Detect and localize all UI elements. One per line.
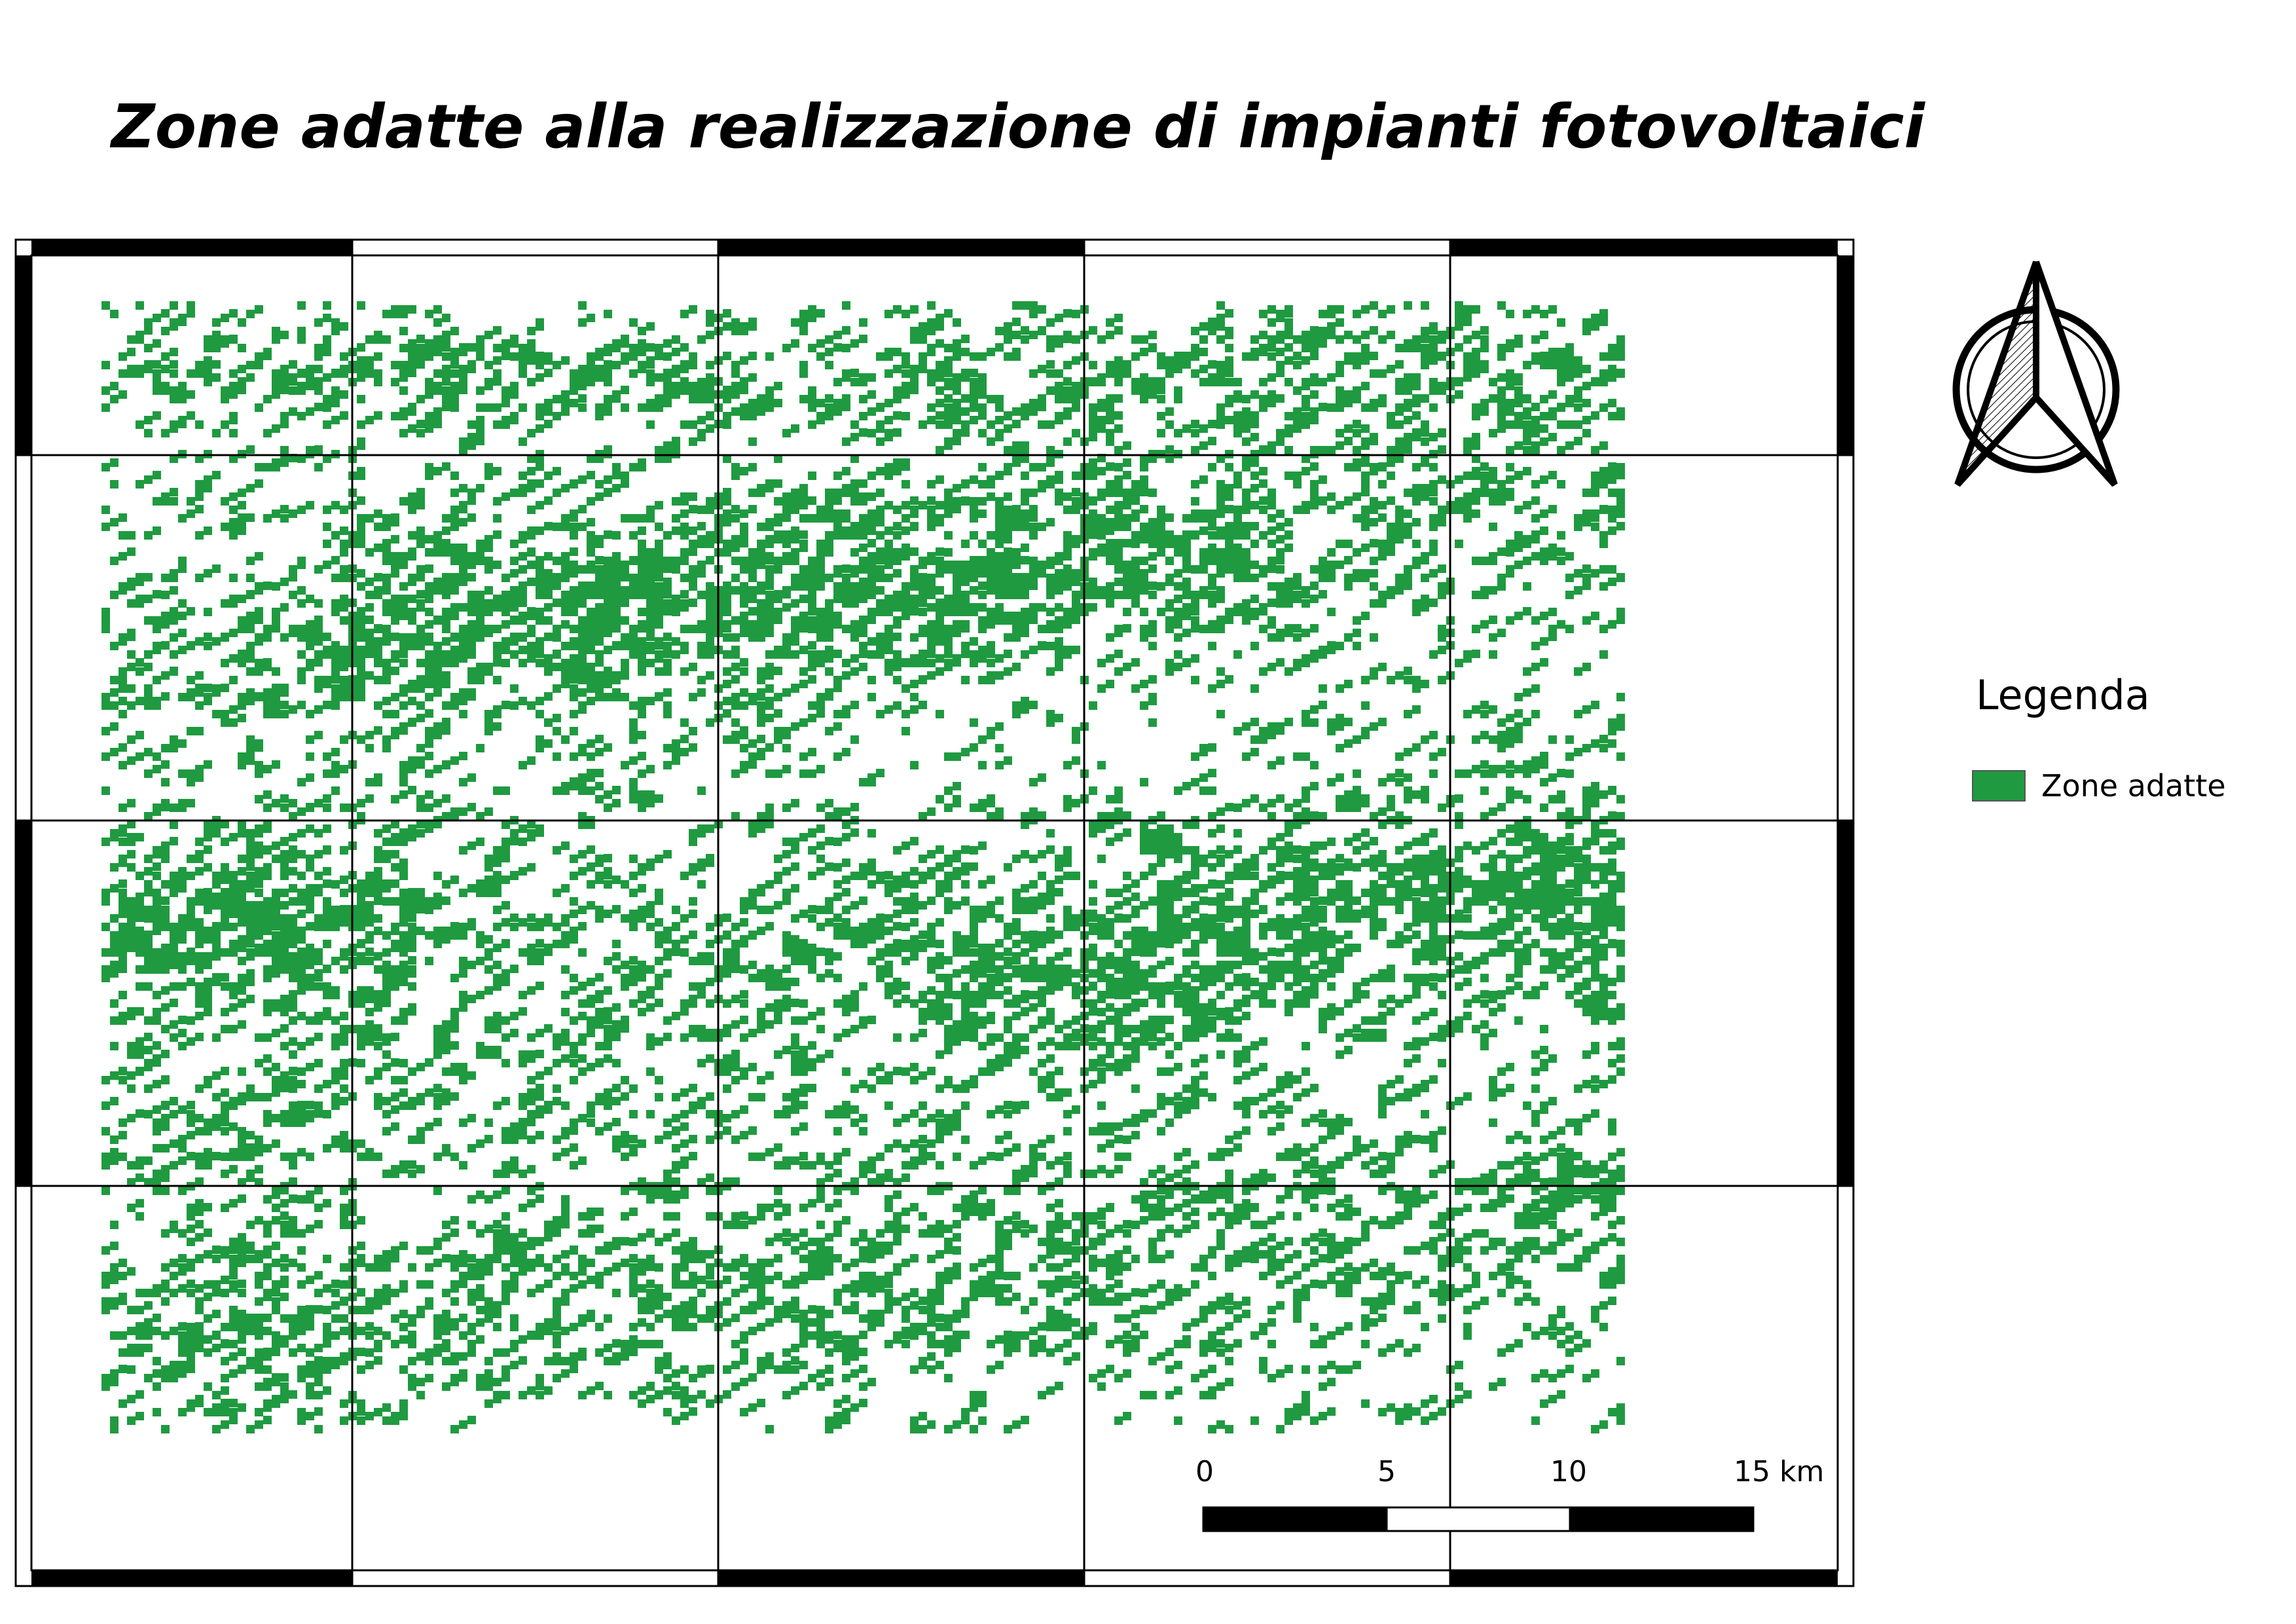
scale-bar-segment [1202,1506,1388,1532]
frame-segment [16,821,31,1186]
frame-segment [718,240,1084,255]
frame-segment [1838,255,1853,455]
scale-label-0: 0 [1195,1455,1214,1488]
map-title: Zone adatte alla realizzazione di impian… [111,92,1925,162]
frame-segment [31,1570,352,1586]
scale-bar [1202,1506,1755,1532]
frame-segment [718,1570,1084,1586]
frame-segment [1838,821,1853,1186]
frame-segment [31,240,352,255]
frame-segment [1450,240,1838,255]
suitable-zones-layer [101,301,1625,1433]
scale-bar-segment [1385,1506,1571,1532]
frame-segment [1450,1570,1838,1586]
scale-label-10: 10 [1550,1455,1587,1488]
scale-label-5: 5 [1377,1455,1396,1488]
map-border [14,238,1855,1587]
map-grid [16,240,1853,1586]
scale-bar-segment [1569,1506,1755,1532]
legend-item-zone-adatte: Zone adatte [1972,767,2226,804]
suitable-zone-cells [101,301,1625,1433]
north-arrow-icon [1952,261,2120,487]
frame-segment [16,255,31,455]
legend-label: Zone adatte [2041,768,2226,803]
legend-title: Legenda [1976,671,2150,719]
legend-swatch [1972,770,2026,802]
scale-label-15: 15 km [1734,1455,1825,1488]
